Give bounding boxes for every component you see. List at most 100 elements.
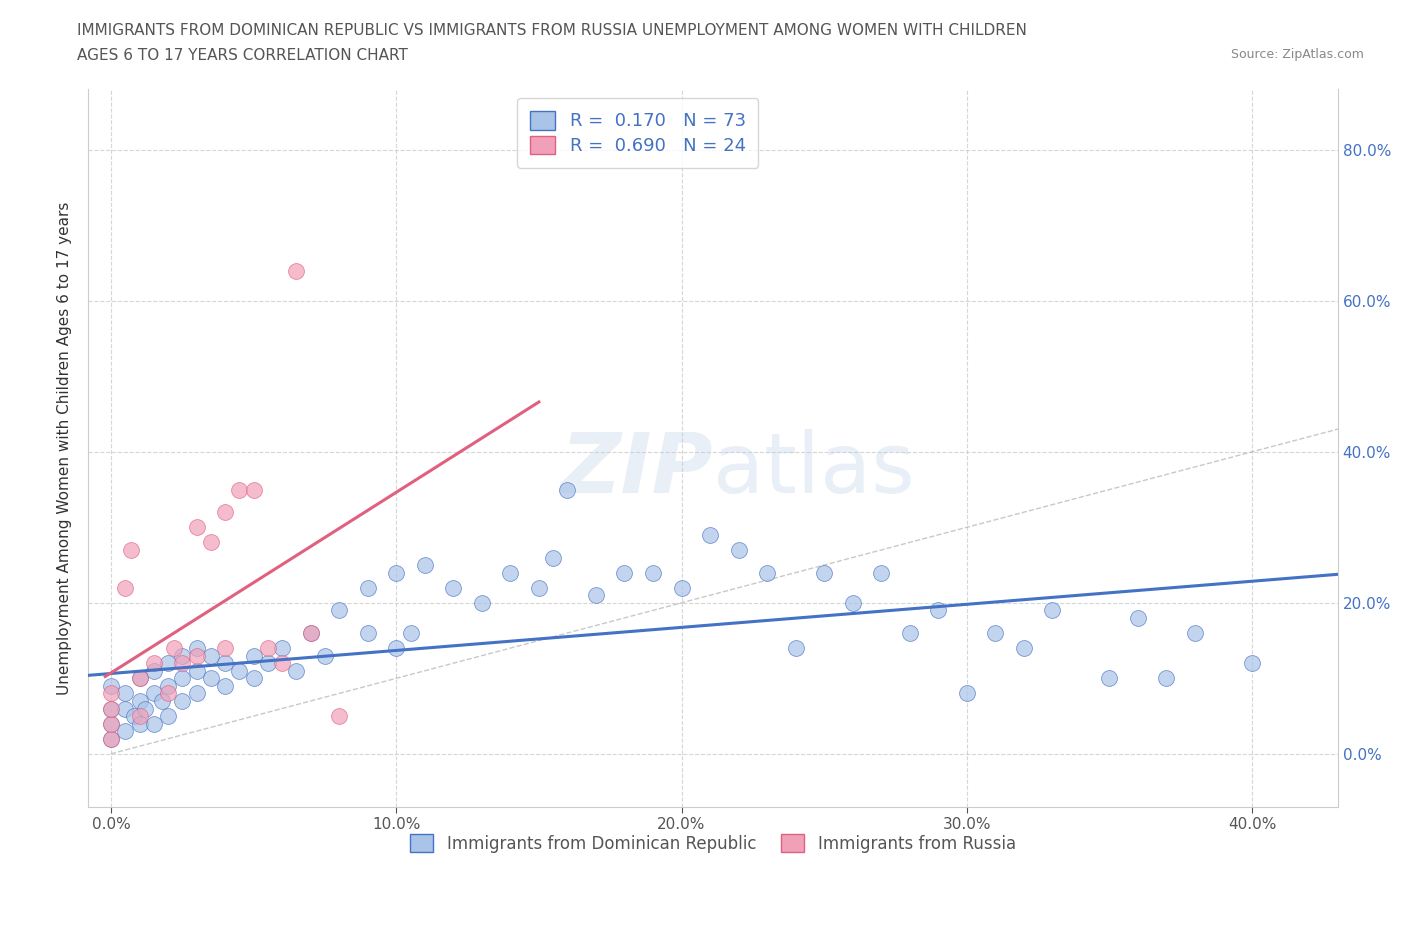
Point	[100, 716, 122, 731]
Point	[257, 656, 280, 671]
Point	[142, 663, 165, 678]
Legend: Immigrants from Dominican Republic, Immigrants from Russia: Immigrants from Dominican Republic, Immi…	[404, 828, 1022, 859]
Point	[385, 565, 408, 580]
Point	[186, 520, 208, 535]
Point	[898, 626, 921, 641]
Point	[186, 641, 208, 656]
Point	[200, 648, 222, 663]
Point	[1012, 641, 1035, 656]
Point	[557, 482, 579, 497]
Point	[527, 580, 550, 595]
Point	[100, 701, 122, 716]
Point	[157, 686, 180, 701]
Point	[242, 671, 264, 685]
Point	[328, 603, 350, 618]
Point	[699, 527, 721, 542]
Point	[128, 709, 150, 724]
Point	[1126, 610, 1149, 625]
Point	[299, 626, 322, 641]
Point	[399, 626, 422, 641]
Point	[1184, 626, 1206, 641]
Point	[186, 686, 208, 701]
Point	[157, 709, 180, 724]
Point	[841, 595, 863, 610]
Point	[120, 542, 142, 557]
Point	[813, 565, 835, 580]
Text: atlas: atlas	[713, 429, 915, 510]
Point	[471, 595, 494, 610]
Point	[100, 701, 122, 716]
Point	[100, 686, 122, 701]
Point	[157, 678, 180, 693]
Point	[172, 671, 194, 685]
Point	[200, 535, 222, 550]
Point	[228, 663, 250, 678]
Point	[756, 565, 779, 580]
Point	[128, 716, 150, 731]
Point	[413, 558, 436, 573]
Point	[242, 648, 264, 663]
Point	[150, 694, 173, 709]
Point	[927, 603, 949, 618]
Point	[385, 641, 408, 656]
Point	[257, 641, 280, 656]
Text: Source: ZipAtlas.com: Source: ZipAtlas.com	[1230, 48, 1364, 61]
Point	[613, 565, 636, 580]
Point	[1098, 671, 1121, 685]
Point	[271, 641, 294, 656]
Point	[134, 701, 156, 716]
Point	[100, 716, 122, 731]
Point	[100, 731, 122, 746]
Point	[172, 694, 194, 709]
Point	[1241, 656, 1264, 671]
Point	[142, 656, 165, 671]
Point	[285, 663, 308, 678]
Point	[299, 626, 322, 641]
Point	[785, 641, 807, 656]
Point	[157, 656, 180, 671]
Point	[984, 626, 1007, 641]
Point	[142, 686, 165, 701]
Point	[122, 709, 145, 724]
Point	[172, 656, 194, 671]
Point	[357, 626, 380, 641]
Point	[128, 671, 150, 685]
Point	[214, 505, 236, 520]
Point	[128, 671, 150, 685]
Point	[114, 701, 136, 716]
Point	[114, 580, 136, 595]
Point	[271, 656, 294, 671]
Point	[200, 671, 222, 685]
Point	[214, 656, 236, 671]
Point	[441, 580, 464, 595]
Point	[186, 648, 208, 663]
Point	[870, 565, 893, 580]
Point	[214, 641, 236, 656]
Point	[186, 663, 208, 678]
Point	[128, 694, 150, 709]
Point	[228, 482, 250, 497]
Point	[142, 716, 165, 731]
Point	[163, 641, 186, 656]
Point	[214, 678, 236, 693]
Point	[172, 648, 194, 663]
Point	[585, 588, 607, 603]
Point	[100, 678, 122, 693]
Point	[727, 542, 749, 557]
Y-axis label: Unemployment Among Women with Children Ages 6 to 17 years: Unemployment Among Women with Children A…	[58, 201, 72, 695]
Point	[114, 724, 136, 738]
Point	[956, 686, 979, 701]
Point	[671, 580, 693, 595]
Point	[499, 565, 522, 580]
Point	[328, 709, 350, 724]
Point	[314, 648, 336, 663]
Point	[641, 565, 664, 580]
Text: IMMIGRANTS FROM DOMINICAN REPUBLIC VS IMMIGRANTS FROM RUSSIA UNEMPLOYMENT AMONG : IMMIGRANTS FROM DOMINICAN REPUBLIC VS IM…	[77, 23, 1028, 38]
Point	[541, 550, 564, 565]
Point	[285, 263, 308, 278]
Point	[114, 686, 136, 701]
Text: AGES 6 TO 17 YEARS CORRELATION CHART: AGES 6 TO 17 YEARS CORRELATION CHART	[77, 48, 408, 63]
Point	[1040, 603, 1063, 618]
Point	[1156, 671, 1178, 685]
Point	[100, 731, 122, 746]
